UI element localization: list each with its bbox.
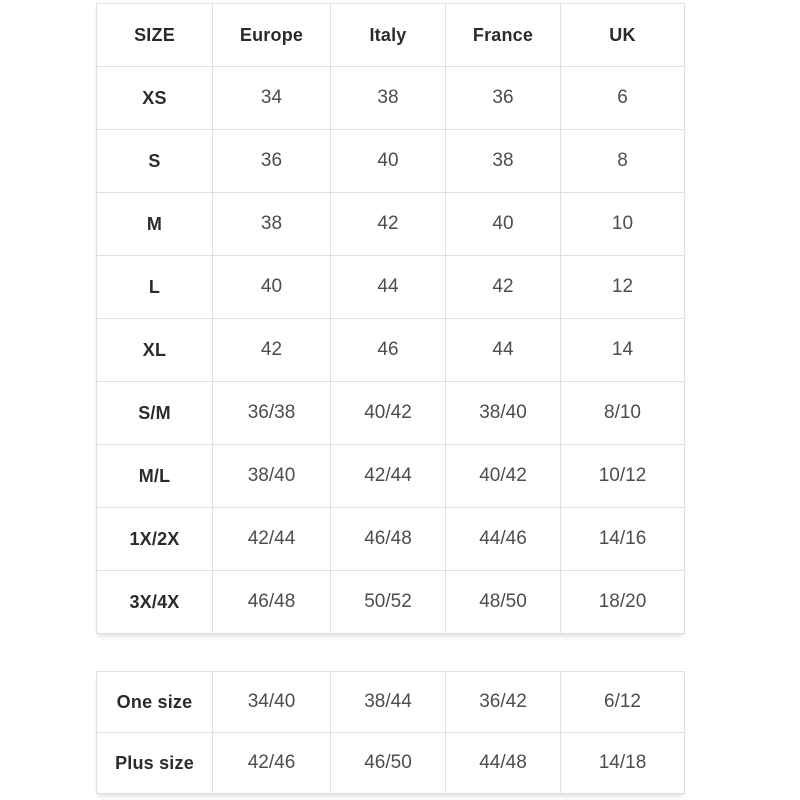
europe-value: 36/38 bbox=[212, 381, 331, 445]
table-row-3x-4x: 3X/4X 46/48 50/52 48/50 18/20 bbox=[96, 570, 685, 634]
table-row-l: L 40 44 42 12 bbox=[96, 255, 685, 319]
header-france: France bbox=[445, 3, 561, 67]
uk-value: 14 bbox=[560, 318, 685, 382]
row-label: 3X/4X bbox=[96, 570, 213, 634]
table-row-plus-size: Plus size 42/46 46/50 44/48 14/18 bbox=[96, 732, 685, 794]
uk-value: 10 bbox=[560, 192, 685, 256]
header-europe: Europe bbox=[212, 3, 331, 67]
size-conversion-table: SIZE Europe Italy France UK XS 34 38 36 … bbox=[96, 3, 685, 634]
uk-value: 8/10 bbox=[560, 381, 685, 445]
row-label: One size bbox=[96, 671, 213, 733]
row-label: XS bbox=[96, 66, 213, 130]
table-row-m: M 38 42 40 10 bbox=[96, 192, 685, 256]
table-gap bbox=[96, 634, 800, 671]
italy-value: 42 bbox=[330, 192, 446, 256]
europe-value: 42/44 bbox=[212, 507, 331, 571]
italy-value: 38/44 bbox=[330, 671, 446, 733]
header-size: SIZE bbox=[96, 3, 213, 67]
uk-value: 6/12 bbox=[560, 671, 685, 733]
header-italy: Italy bbox=[330, 3, 446, 67]
italy-value: 46/48 bbox=[330, 507, 446, 571]
table-row-xl: XL 42 46 44 14 bbox=[96, 318, 685, 382]
row-label: L bbox=[96, 255, 213, 319]
france-value: 44/48 bbox=[445, 732, 561, 794]
row-label: S bbox=[96, 129, 213, 193]
row-label: S/M bbox=[96, 381, 213, 445]
uk-value: 6 bbox=[560, 66, 685, 130]
size-table-body: XS 34 38 36 6 S 36 40 38 8 M 38 42 40 10 bbox=[96, 66, 685, 634]
row-label: XL bbox=[96, 318, 213, 382]
table-row-xs: XS 34 38 36 6 bbox=[96, 66, 685, 130]
france-value: 38 bbox=[445, 129, 561, 193]
france-value: 40 bbox=[445, 192, 561, 256]
special-sizes-body: One size 34/40 38/44 36/42 6/12 Plus siz… bbox=[96, 671, 685, 794]
italy-value: 38 bbox=[330, 66, 446, 130]
row-label: Plus size bbox=[96, 732, 213, 794]
header-row: SIZE Europe Italy France UK bbox=[96, 3, 685, 67]
france-value: 48/50 bbox=[445, 570, 561, 634]
europe-value: 34 bbox=[212, 66, 331, 130]
europe-value: 46/48 bbox=[212, 570, 331, 634]
italy-value: 40 bbox=[330, 129, 446, 193]
table-row-one-size: One size 34/40 38/44 36/42 6/12 bbox=[96, 671, 685, 733]
italy-value: 44 bbox=[330, 255, 446, 319]
france-value: 44/46 bbox=[445, 507, 561, 571]
uk-value: 14/18 bbox=[560, 732, 685, 794]
uk-value: 8 bbox=[560, 129, 685, 193]
europe-value: 38 bbox=[212, 192, 331, 256]
europe-value: 36 bbox=[212, 129, 331, 193]
europe-value: 42 bbox=[212, 318, 331, 382]
europe-value: 38/40 bbox=[212, 444, 331, 508]
italy-value: 42/44 bbox=[330, 444, 446, 508]
france-value: 36/42 bbox=[445, 671, 561, 733]
france-value: 44 bbox=[445, 318, 561, 382]
table-row-m-l: M/L 38/40 42/44 40/42 10/12 bbox=[96, 444, 685, 508]
table-row-s-m: S/M 36/38 40/42 38/40 8/10 bbox=[96, 381, 685, 445]
table-row-1x-2x: 1X/2X 42/44 46/48 44/46 14/16 bbox=[96, 507, 685, 571]
uk-value: 14/16 bbox=[560, 507, 685, 571]
uk-value: 18/20 bbox=[560, 570, 685, 634]
italy-value: 46 bbox=[330, 318, 446, 382]
size-table-header: SIZE Europe Italy France UK bbox=[96, 3, 685, 67]
europe-value: 34/40 bbox=[212, 671, 331, 733]
header-uk: UK bbox=[560, 3, 685, 67]
europe-value: 40 bbox=[212, 255, 331, 319]
row-label: M/L bbox=[96, 444, 213, 508]
row-label: M bbox=[96, 192, 213, 256]
special-sizes-table: One size 34/40 38/44 36/42 6/12 Plus siz… bbox=[96, 671, 685, 794]
italy-value: 50/52 bbox=[330, 570, 446, 634]
row-label: 1X/2X bbox=[96, 507, 213, 571]
france-value: 42 bbox=[445, 255, 561, 319]
france-value: 38/40 bbox=[445, 381, 561, 445]
uk-value: 10/12 bbox=[560, 444, 685, 508]
france-value: 36 bbox=[445, 66, 561, 130]
italy-value: 40/42 bbox=[330, 381, 446, 445]
europe-value: 42/46 bbox=[212, 732, 331, 794]
italy-value: 46/50 bbox=[330, 732, 446, 794]
france-value: 40/42 bbox=[445, 444, 561, 508]
uk-value: 12 bbox=[560, 255, 685, 319]
table-row-s: S 36 40 38 8 bbox=[96, 129, 685, 193]
